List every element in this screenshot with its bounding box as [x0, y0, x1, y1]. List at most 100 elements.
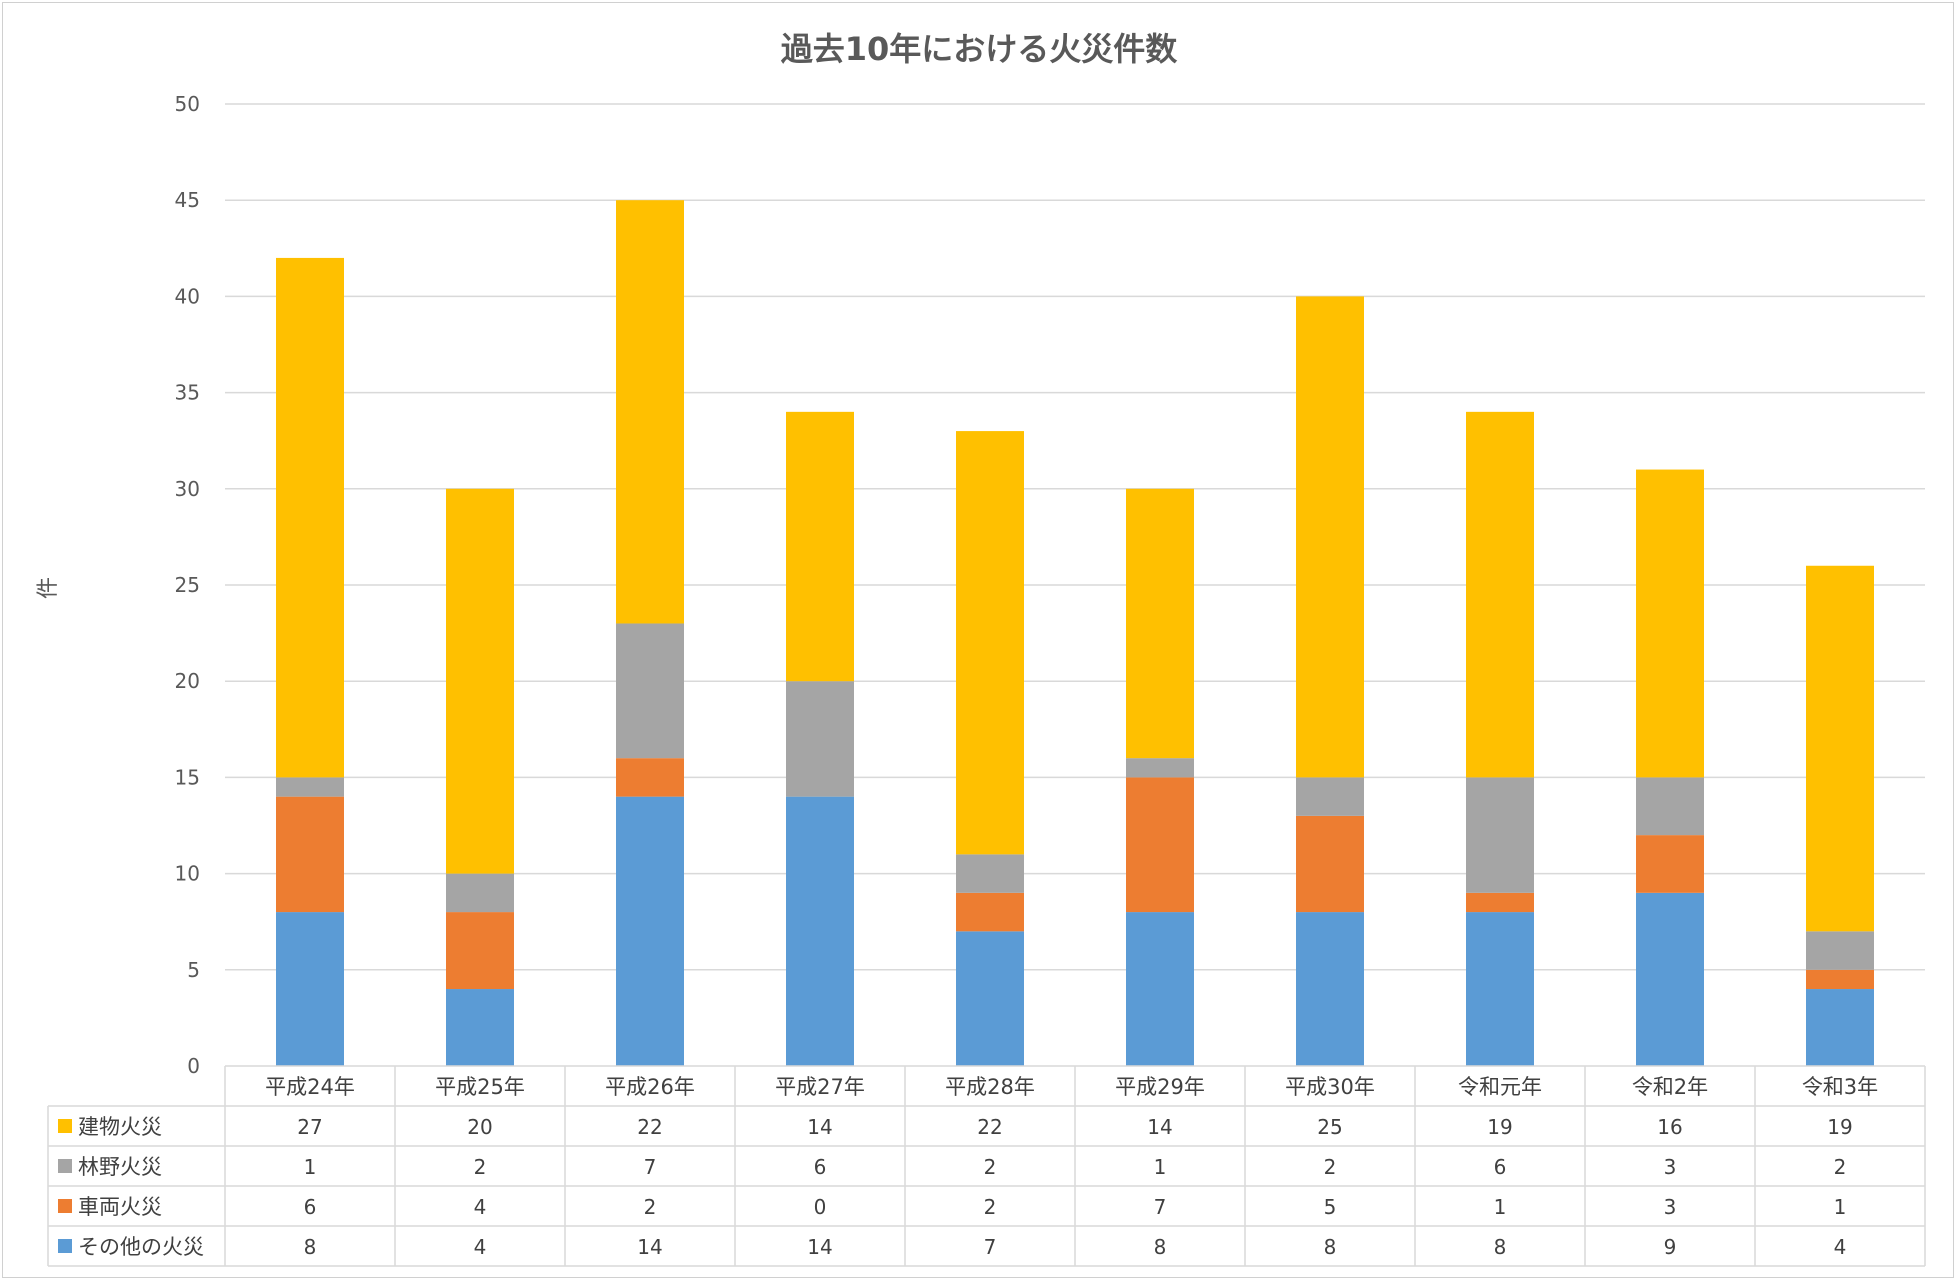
bar-segment [956, 431, 1024, 855]
bar-segment [276, 796, 344, 913]
table-value: 1 [304, 1155, 317, 1179]
table-value: 2 [984, 1195, 997, 1219]
table-value: 8 [1324, 1235, 1337, 1259]
bar-segment [276, 777, 344, 797]
bar-segment [956, 931, 1024, 1066]
bar-segment [1466, 777, 1534, 893]
x-category-label: 平成30年 [1285, 1075, 1375, 1099]
bar-segment [276, 257, 344, 778]
table-value: 14 [807, 1115, 832, 1139]
table-value: 4 [474, 1195, 487, 1219]
legend-label: 林野火災 [78, 1155, 162, 1179]
table-value: 8 [1494, 1235, 1507, 1259]
bar-segment [446, 912, 514, 990]
legend-label: 車両火災 [78, 1195, 162, 1219]
table-value: 6 [304, 1195, 317, 1219]
table-value: 5 [1324, 1195, 1337, 1219]
bar-segment [1636, 892, 1704, 1066]
table-value: 20 [467, 1115, 492, 1139]
bar-segment [1636, 469, 1704, 778]
table-value: 1 [1834, 1195, 1847, 1219]
x-category-label: 平成29年 [1115, 1075, 1205, 1099]
bar-segment [1636, 835, 1704, 893]
bar-segment [1806, 931, 1874, 970]
y-tick-label: 30 [175, 477, 200, 501]
bar-segment [1466, 411, 1534, 778]
table-value: 4 [1834, 1235, 1847, 1259]
table-value: 0 [814, 1195, 827, 1219]
bar-segment [446, 989, 514, 1066]
table-value: 27 [297, 1115, 322, 1139]
legend-swatch [58, 1239, 72, 1253]
table-value: 14 [807, 1235, 832, 1259]
legend-label: 建物火災 [78, 1115, 162, 1139]
bar-segment [1126, 912, 1194, 1066]
bar-segment [1806, 565, 1874, 932]
y-tick-label: 45 [175, 188, 200, 212]
bar-segment [956, 854, 1024, 893]
bar-segment [786, 411, 854, 682]
bar-segment [1126, 758, 1194, 778]
table-value: 7 [984, 1235, 997, 1259]
bar-segment [1296, 296, 1364, 778]
table-value: 3 [1664, 1155, 1677, 1179]
legend-swatch [58, 1119, 72, 1133]
table-value: 1 [1494, 1195, 1507, 1219]
bar-segment [786, 796, 854, 1066]
chart-title: 過去10年における火災件数 [781, 30, 1179, 68]
table-value: 2 [1834, 1155, 1847, 1179]
data-table: 平成24年 平成25年 平成26年 平成27年 平成28年 平成29年 平成30年 令和元年 令… [47, 1065, 1926, 1267]
y-tick-label: 40 [175, 284, 200, 308]
table-value: 19 [1487, 1115, 1512, 1139]
table-value: 22 [637, 1115, 662, 1139]
table-value: 22 [977, 1115, 1002, 1139]
bar-segment [1296, 777, 1364, 816]
y-tick-label: 20 [175, 669, 200, 693]
y-tick-label: 50 [175, 92, 200, 116]
y-tick-label: 10 [175, 862, 200, 886]
bars [276, 200, 1874, 1066]
x-category-label: 平成26年 [605, 1075, 695, 1099]
table-value: 2 [644, 1195, 657, 1219]
table-value: 1 [1154, 1155, 1167, 1179]
x-category-label: 平成28年 [945, 1075, 1035, 1099]
legend-swatch [58, 1159, 72, 1173]
bar-segment [956, 892, 1024, 932]
bar-segment [1126, 777, 1194, 913]
table-value: 8 [1154, 1235, 1167, 1259]
table-value: 7 [644, 1155, 657, 1179]
x-category-label: 令和3年 [1802, 1075, 1878, 1099]
y-axis-label: 件 [36, 577, 61, 599]
bar-segment [1466, 892, 1534, 913]
table-value: 9 [1664, 1235, 1677, 1259]
table-value: 6 [814, 1155, 827, 1179]
y-tick-label: 0 [187, 1054, 200, 1078]
table-value: 3 [1664, 1195, 1677, 1219]
bar-segment [786, 681, 854, 797]
bar-segment [616, 796, 684, 1066]
bar-segment [616, 200, 684, 624]
table-value: 16 [1657, 1115, 1682, 1139]
x-category-label: 平成27年 [775, 1075, 865, 1099]
bar-segment [1466, 912, 1534, 1066]
legend-swatch [58, 1199, 72, 1213]
x-category-label: 令和2年 [1632, 1075, 1708, 1099]
table-value: 8 [304, 1235, 317, 1259]
bar-segment [1296, 815, 1364, 913]
legend-label: その他の火災 [78, 1235, 204, 1259]
table-value: 14 [637, 1235, 662, 1259]
y-tick-label: 25 [175, 573, 200, 597]
bar-segment [1126, 488, 1194, 759]
bar-segment [616, 623, 684, 759]
bar-segment [616, 758, 684, 797]
table-value: 2 [1324, 1155, 1337, 1179]
bar-segment [1806, 969, 1874, 990]
bar-segment [1636, 777, 1704, 836]
bar-segment [446, 488, 514, 874]
bar-segment [1806, 989, 1874, 1066]
table-value: 2 [984, 1155, 997, 1179]
x-category-label: 令和元年 [1458, 1075, 1542, 1099]
table-value: 14 [1147, 1115, 1172, 1139]
y-tick-label: 35 [175, 381, 200, 405]
